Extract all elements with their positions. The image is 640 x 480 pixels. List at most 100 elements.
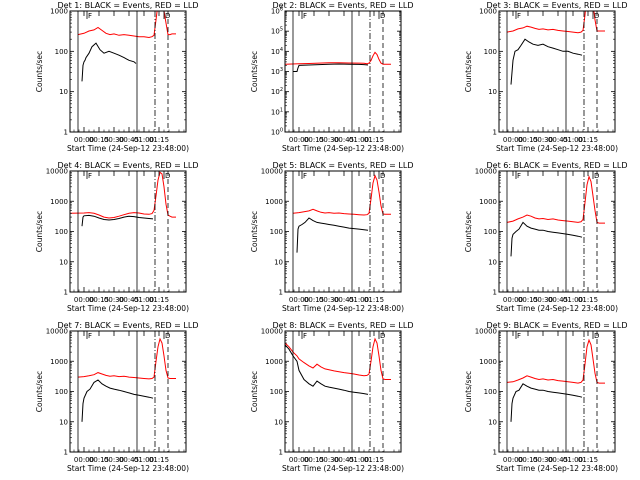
x-tick-label: 00:30 [533,296,553,304]
x-tick-label: 01:15 [578,136,598,144]
y-tick-label: 1000 [479,8,497,16]
x-tick-label: 00:00 [74,136,94,144]
panel-det-3: F D 1 10 100 1000 00:0000:1500:3000:4501:0001:… [464,1,628,153]
events-series-line [81,379,154,422]
lld-series-line [77,11,176,39]
x-tick-label: 00:15 [89,296,109,304]
x-tick-label: 01:00 [134,136,154,144]
y-tick-label: 100 [271,128,283,137]
y-tick-label: 100 [484,388,497,396]
events-series-line [510,38,583,85]
y-tick-label: 1000 [50,198,68,206]
events-series-line [81,214,154,227]
x-tick-label: 00:00 [503,296,523,304]
x-tick-label: 01:00 [563,136,583,144]
y-axis-label: Counts/sec [464,371,473,412]
x-tick-label: 00:15 [518,296,538,304]
panel-det-6: F D11010010001000000:0000:1500:3000:4501:… [464,161,627,313]
x-axis-label: Start Time (24-Sep-12 23:48:00) [496,144,618,153]
y-tick-label: 1 [279,289,283,297]
x-tick-label: 00:30 [533,136,553,144]
panel-det-8: F D11010010001000000:0000:1500:3000:4501:… [250,321,413,473]
lld-series-line [77,337,176,380]
x-tick-label: 00:30 [319,456,339,464]
marker-label: F [88,332,92,340]
x-tick-label: 00:30 [104,296,124,304]
panel-title: Det 2: BLACK = Events, RED = LLD [273,1,414,10]
x-tick-label: 00:15 [89,456,109,464]
x-tick-label: 00:00 [503,136,523,144]
y-tick-label: 10 [488,258,497,266]
x-tick-label: 01:15 [149,136,169,144]
x-tick-label: 01:15 [578,296,598,304]
x-axis-label: Start Time (24-Sep-12 23:48:00) [67,304,189,313]
y-tick-label: 100 [270,228,283,236]
x-tick-label: 01:00 [349,136,369,144]
x-tick-label: 00:00 [289,136,309,144]
lld-series-line [70,171,176,219]
y-tick-label: 1000 [265,358,283,366]
x-axis-label: Start Time (24-Sep-12 23:48:00) [496,304,618,313]
panel-det-2: F D 100 101 102 103 104 105 106 00:0000:1500:3000… [250,1,413,153]
marker-label: D [380,12,385,20]
x-tick-label: 00:15 [304,456,324,464]
y-axis-label: Counts/sec [250,371,259,412]
events-series-line [510,383,583,422]
panel-title: Det 9: BLACK = Events, RED = LLD [487,321,628,330]
y-axis-label: Counts/sec [35,211,44,252]
x-tick-label: 00:00 [289,296,309,304]
x-tick-label: 00:45 [119,296,139,304]
y-tick-label: 1000 [479,198,497,206]
x-tick-label: 00:45 [334,136,354,144]
x-tick-label: 00:00 [74,296,94,304]
events-series-line [510,221,583,257]
y-axis-label: Counts/sec [464,51,473,92]
marker-label: D [380,172,385,180]
series-group [285,51,391,72]
y-tick-label: 103 [271,67,283,76]
lld-series-line [285,51,391,65]
marker-label: F [88,172,92,180]
x-tick-label: 01:00 [349,296,369,304]
marker-label: D [165,332,170,340]
y-tick-label: 10 [488,418,497,426]
y-tick-label: 10 [59,418,68,426]
x-tick-label: 00:30 [104,456,124,464]
marker-label: D [594,172,599,180]
y-tick-label: 10 [59,258,68,266]
x-axis-label: Start Time (24-Sep-12 23:48:00) [282,464,404,473]
series-group [292,174,391,253]
x-tick-label: 00:45 [119,136,139,144]
x-tick-label: 01:15 [364,296,384,304]
y-tick-label: 10000 [475,168,497,176]
y-tick-label: 102 [271,87,283,96]
x-tick-label: 00:45 [119,456,139,464]
lld-series-line [506,175,605,224]
panel-title: Det 4: BLACK = Events, RED = LLD [58,161,199,170]
y-axis-label: Counts/sec [35,51,44,92]
marker-label: F [517,332,521,340]
panel-title: Det 6: BLACK = Events, RED = LLD [487,161,628,170]
y-tick-label: 1000 [265,198,283,206]
x-tick-label: 00:00 [289,456,309,464]
x-tick-label: 01:15 [364,456,384,464]
x-tick-label: 00:45 [334,296,354,304]
panel-det-1: F D 1 10 100 1000 00:0000:1500:3000:4501:0001:… [35,1,198,153]
x-tick-label: 01:15 [364,136,384,144]
marker-label: D [594,12,599,20]
x-tick-label: 01:00 [349,456,369,464]
lld-series-line [506,338,605,384]
plot-frame [498,10,616,133]
panel-det-7: F D11010010001000000:0000:1500:3000:4501:… [35,321,198,473]
panel-title: Det 8: BLACK = Events, RED = LLD [273,321,414,330]
x-tick-label: 00:45 [548,296,568,304]
events-series-line [293,63,369,72]
marker-label: F [517,12,521,20]
panel-title: Det 3: BLACK = Events, RED = LLD [487,1,628,10]
series-group [506,175,605,257]
x-tick-label: 00:15 [518,136,538,144]
y-tick-label: 100 [55,228,68,236]
y-tick-label: 1 [64,129,68,137]
marker-label: F [303,332,307,340]
x-tick-label: 00:15 [518,456,538,464]
